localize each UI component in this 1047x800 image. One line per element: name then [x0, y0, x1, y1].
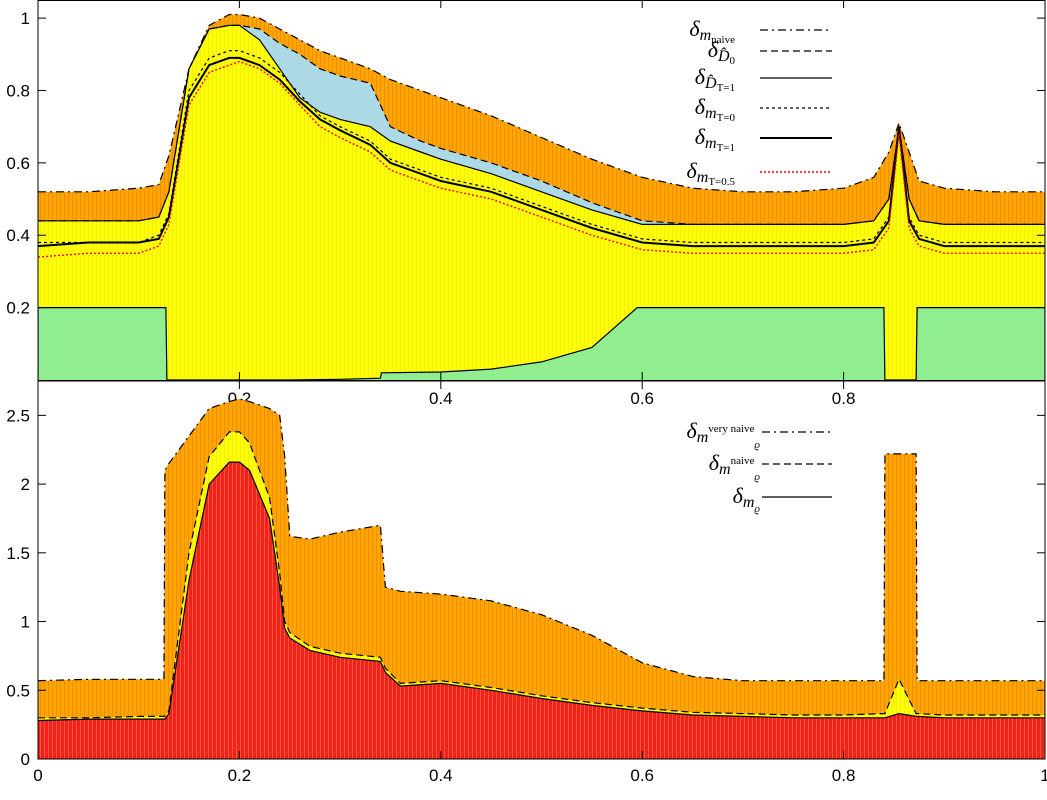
legend-label: δD̂T=1 — [695, 64, 735, 94]
x-tick-label: 0.4 — [429, 766, 453, 785]
x-tick-label: 0.6 — [630, 389, 654, 408]
legend-label: δmnaiveϱ — [709, 450, 761, 483]
y-tick-label: 0.5 — [6, 681, 30, 700]
y-tick-label: 2 — [21, 475, 30, 494]
area-rho-red — [38, 462, 1045, 759]
area-dt1-yellow — [38, 25, 1045, 381]
y-tick-label: 0.4 — [6, 226, 30, 245]
series-line-rho — [38, 461, 1045, 722]
y-tick-label: 0.2 — [6, 299, 30, 318]
series-line-mT1 — [38, 56, 1045, 248]
y-tick-label: 2.5 — [6, 406, 30, 425]
legend-label: δD̂0 — [708, 37, 736, 67]
top-y-axis: 0.2 0.4 0.6 0.8 1 — [6, 9, 1045, 318]
series-line-mT05 — [38, 60, 1045, 258]
series-line-naive — [38, 431, 1045, 719]
area-d0-lightblue — [38, 25, 1045, 225]
top-series-lines — [38, 13, 1045, 258]
legend-label: δmnaive — [689, 16, 735, 46]
series-line-DT1 — [38, 24, 1045, 225]
y-tick-label: 0.8 — [6, 81, 30, 100]
x-tick-label: 1 — [1040, 766, 1047, 785]
bottom-panel: 0 0.5 1 1.5 2 2.5 0 0.2 0.4 0.6 0.8 1 δmvery naive… — [6, 380, 1047, 785]
series-line-very_naive — [38, 398, 1045, 682]
top-panel: 0.2 0.4 0.6 0.8 1 0.2 0.4 0.6 0.8 δmnaiveδD̂0δD… — [6, 0, 1046, 408]
bottom-series-lines — [38, 398, 1045, 722]
y-tick-label: 1 — [21, 613, 30, 632]
legend-label: δmT=0 — [695, 94, 736, 124]
bottom-x-axis: 0 0.2 0.4 0.6 0.8 1 — [33, 381, 1047, 785]
y-tick-label: 0.6 — [6, 154, 30, 173]
legend-label: δmvery naiveϱ — [686, 418, 760, 451]
series-line-mT0 — [38, 50, 1045, 244]
legend-label: δmT=1 — [695, 124, 735, 154]
y-tick-label: 1.5 — [6, 544, 30, 563]
y-tick-label: 1 — [21, 9, 30, 28]
bottom-area-fills — [38, 398, 1045, 759]
top-area-fills — [38, 14, 1045, 381]
series-line-m_naive — [38, 13, 1045, 193]
x-tick-label: 0.2 — [228, 766, 252, 785]
x-tick-label: 0.8 — [832, 389, 856, 408]
x-tick-label: 0.6 — [630, 766, 654, 785]
legend-label: δmϱ — [733, 483, 761, 515]
legend-label: δmT=0.5 — [687, 158, 736, 188]
x-tick-label: 0.8 — [832, 766, 856, 785]
bottom-y-axis: 0 0.5 1 1.5 2 2.5 — [6, 406, 1045, 769]
x-tick-label: 0.4 — [429, 389, 453, 408]
x-tick-label: 0 — [33, 766, 42, 785]
bottom-plot-frame — [37, 380, 1046, 760]
y-tick-label: 0 — [21, 750, 30, 769]
